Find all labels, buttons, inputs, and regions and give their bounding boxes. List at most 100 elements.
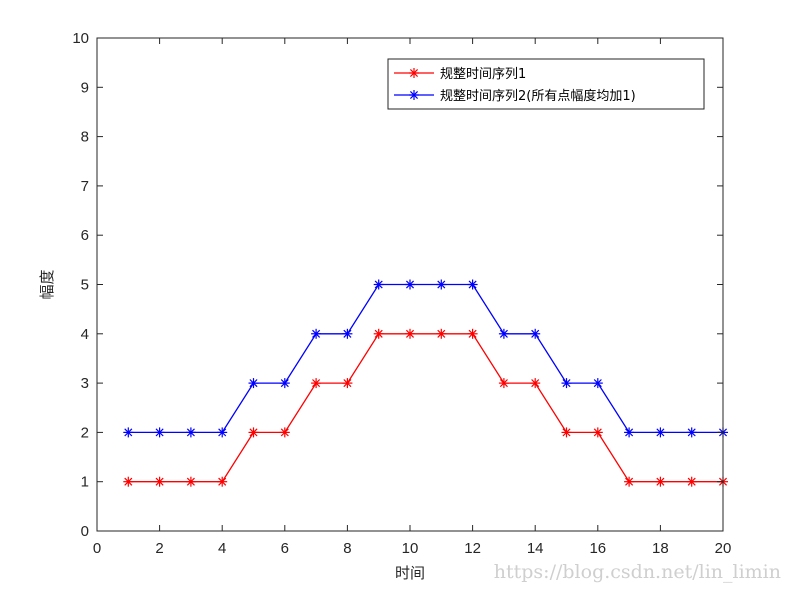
marker-stroke <box>280 379 289 388</box>
marker-stroke <box>409 68 419 78</box>
data-point <box>530 378 541 389</box>
marker-stroke <box>625 477 634 486</box>
x-tick-label: 6 <box>281 540 289 557</box>
data-point <box>624 427 635 438</box>
series-2 <box>123 279 728 438</box>
data-point <box>123 427 134 438</box>
plot-frame <box>96 37 724 532</box>
x-tick-label: 0 <box>93 540 101 557</box>
x-axis-label: 时间 <box>395 564 425 582</box>
legend: 规整时间序列1 规整时间序列2(所有点幅度均加1) <box>387 58 705 110</box>
marker-stroke <box>409 90 419 100</box>
data-point <box>248 427 259 438</box>
data-point <box>311 378 322 389</box>
marker-stroke <box>499 379 508 388</box>
marker-stroke <box>218 477 227 486</box>
marker-stroke <box>405 280 415 289</box>
data-point <box>592 378 603 389</box>
x-tick-label: 14 <box>527 540 544 557</box>
marker-stroke <box>437 329 446 338</box>
data-point <box>530 328 541 339</box>
y-axis-label: 幅度 <box>38 269 56 299</box>
marker-stroke <box>531 329 540 338</box>
watermark: https://blog.csdn.net/lin_limin <box>494 561 781 583</box>
data-point <box>561 378 572 389</box>
marker-stroke <box>468 280 477 289</box>
marker-stroke <box>124 428 133 437</box>
x-tick-label: 20 <box>715 540 732 557</box>
data-point <box>342 328 353 339</box>
marker-stroke <box>280 428 289 437</box>
data-point <box>686 476 697 487</box>
y-tick-label: 9 <box>81 79 89 96</box>
data-point <box>373 328 384 339</box>
data-point <box>467 279 478 290</box>
data-point <box>311 328 322 339</box>
data-point <box>154 476 165 487</box>
x-tick-label: 16 <box>589 540 606 557</box>
marker-stroke <box>687 428 696 437</box>
marker-stroke <box>343 329 352 338</box>
marker-stroke <box>562 379 571 388</box>
x-tick-label: 10 <box>402 540 419 557</box>
data-point <box>686 427 697 438</box>
legend-marker <box>409 90 419 100</box>
marker-stroke <box>374 280 383 289</box>
x-tick-label: 4 <box>218 540 226 557</box>
marker-stroke <box>405 329 415 338</box>
data-point <box>405 279 415 290</box>
marker-stroke <box>312 379 321 388</box>
legend-box <box>387 58 705 110</box>
y-tick-label: 7 <box>81 178 89 195</box>
data-point <box>217 476 228 487</box>
x-tick-label: 18 <box>652 540 669 557</box>
data-point <box>342 378 353 389</box>
data-point <box>561 427 572 438</box>
marker-stroke <box>249 428 258 437</box>
data-point <box>467 328 478 339</box>
x-tick-label: 2 <box>155 540 163 557</box>
data-point <box>279 427 290 438</box>
y-tick-label: 6 <box>81 227 89 244</box>
marker-stroke <box>687 477 696 486</box>
x-tick-label: 12 <box>464 540 481 557</box>
data-point <box>405 328 415 339</box>
data-point <box>592 427 603 438</box>
data-point <box>123 476 134 487</box>
data-point <box>373 279 384 290</box>
data-point <box>498 378 509 389</box>
data-point <box>498 328 509 339</box>
y-tick-label: 10 <box>72 30 89 47</box>
y-tick-label: 5 <box>81 277 89 294</box>
legend-entry-2: 规整时间序列2(所有点幅度均加1) <box>394 88 636 104</box>
marker-stroke <box>593 428 602 437</box>
marker-stroke <box>468 329 477 338</box>
marker-stroke <box>155 428 164 437</box>
data-point <box>436 279 447 290</box>
marker-stroke <box>155 477 164 486</box>
data-point <box>436 328 447 339</box>
marker-stroke <box>562 428 571 437</box>
marker-stroke <box>218 428 227 437</box>
legend-label: 规整时间序列2(所有点幅度均加1) <box>440 88 636 104</box>
y-tick-label: 8 <box>81 129 89 146</box>
data-point <box>217 427 228 438</box>
marker-stroke <box>249 379 258 388</box>
data-point <box>624 476 635 487</box>
marker-stroke <box>343 379 352 388</box>
data-point <box>655 476 666 487</box>
marker-stroke <box>593 379 602 388</box>
legend-marker <box>409 68 419 78</box>
marker-stroke <box>499 329 508 338</box>
legend-label: 规整时间序列1 <box>440 67 526 82</box>
marker-stroke <box>186 428 195 437</box>
legend-entries: 规整时间序列1 规整时间序列2(所有点幅度均加1) <box>394 67 636 104</box>
legend-entry-1: 规整时间序列1 <box>394 67 526 82</box>
y-tick-label: 1 <box>81 474 89 491</box>
series-line <box>128 283 723 434</box>
series-line <box>128 333 723 483</box>
y-tick-label: 3 <box>81 375 89 392</box>
data-point <box>248 378 259 389</box>
marker-stroke <box>656 477 665 486</box>
